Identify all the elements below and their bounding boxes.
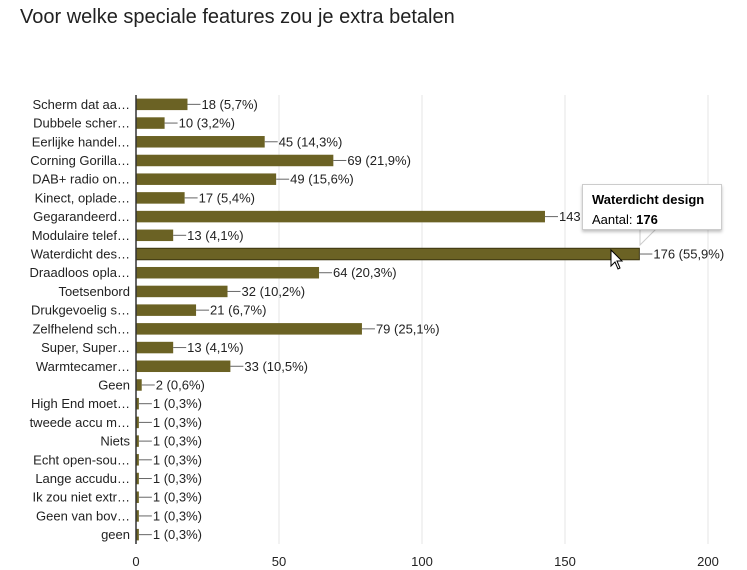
x-tick-label: 150	[554, 554, 576, 569]
data-label: 1 (0,3%)	[153, 434, 202, 449]
data-label: 64 (20,3%)	[333, 265, 397, 280]
data-label: 176 (55,9%)	[653, 247, 724, 262]
x-tick-label: 100	[411, 554, 433, 569]
bar	[136, 510, 139, 522]
data-label: 18 (5,7%)	[201, 97, 257, 112]
category-label: Toetsenbord	[58, 284, 130, 299]
category-label: Super, Super…	[41, 340, 130, 355]
data-label: 33 (10,5%)	[244, 359, 308, 374]
category-label: Modulaire telef…	[32, 228, 130, 243]
data-label: 45 (14,3%)	[279, 134, 343, 149]
data-label: 79 (25,1%)	[376, 321, 440, 336]
bar	[136, 435, 139, 447]
bar	[136, 397, 139, 410]
bar	[136, 491, 139, 503]
tooltip-count-value: 176	[636, 212, 658, 227]
chart-title: Voor welke speciale features zou je extr…	[20, 6, 455, 28]
category-label: Lange accudu…	[35, 471, 130, 486]
data-label: 1 (0,3%)	[153, 415, 202, 430]
bar	[136, 379, 142, 391]
data-label: 1 (0,3%)	[153, 490, 202, 505]
data-label: 1 (0,3%)	[153, 396, 202, 411]
data-label: 1 (0,3%)	[153, 527, 202, 542]
bar	[136, 323, 362, 335]
category-label: geen	[101, 527, 130, 542]
category-label: tweede accu m…	[30, 415, 130, 430]
bar	[136, 416, 139, 429]
bar	[136, 154, 334, 167]
category-label: Drukgevoelig s…	[31, 303, 130, 318]
data-label: 21 (6,7%)	[210, 303, 266, 318]
tooltip-title: Waterdicht design	[592, 192, 705, 207]
tooltip-count-label: Aantal:	[592, 212, 633, 227]
tooltip-count-line: Aantal: 176	[592, 212, 721, 227]
bar	[136, 341, 174, 354]
category-label: Kinect, oplade…	[35, 190, 130, 205]
data-label: 143	[559, 209, 581, 224]
data-label: 32 (10,2%)	[242, 284, 306, 299]
bar	[136, 98, 188, 111]
data-label: 1 (0,3%)	[153, 471, 202, 486]
bar	[136, 229, 174, 242]
x-tick-label: 50	[272, 554, 286, 569]
data-label: 2 (0,6%)	[156, 377, 205, 392]
category-label: Draadloos opla…	[30, 265, 130, 280]
category-label: Geen	[98, 377, 130, 392]
x-tick-label: 200	[697, 554, 719, 569]
category-label: Niets	[100, 434, 130, 449]
data-label: 10 (3,2%)	[179, 116, 235, 131]
bar	[136, 472, 139, 485]
bar	[136, 285, 228, 298]
category-label: Eerlijke handel…	[32, 134, 130, 149]
category-label: Waterdicht des…	[31, 247, 130, 262]
bar	[136, 117, 165, 129]
category-label: Geen van bov…	[36, 508, 130, 523]
bar	[136, 304, 197, 316]
category-label: Scherm dat aa…	[32, 97, 130, 112]
bar	[136, 136, 265, 148]
tooltip-pointer	[639, 228, 658, 247]
bar	[136, 266, 320, 279]
bar	[135, 247, 640, 261]
category-label: Echt open-sou…	[33, 452, 130, 467]
chart-tooltip: Waterdicht design Aantal: 176	[582, 184, 722, 230]
data-label: 1 (0,3%)	[153, 452, 202, 467]
bar	[136, 528, 139, 541]
category-label: DAB+ radio on…	[32, 172, 130, 187]
mouse-cursor-icon	[610, 248, 624, 270]
bar	[136, 454, 139, 466]
category-label: Zelfhelend sch…	[32, 321, 130, 336]
category-label: Ik zou niet extr…	[32, 490, 130, 505]
bar	[136, 360, 231, 373]
category-label: High End moet…	[31, 396, 130, 411]
category-label: Corning Gorilla…	[30, 153, 130, 168]
data-label: 13 (4,1%)	[187, 228, 243, 243]
bar	[136, 173, 277, 185]
category-label: Dubbele scher…	[33, 116, 130, 131]
data-label: 13 (4,1%)	[187, 340, 243, 355]
bar	[136, 192, 185, 204]
category-label: Warmtecamer…	[36, 359, 130, 374]
bar	[136, 210, 545, 223]
x-tick-label: 0	[132, 554, 139, 569]
data-label: 69 (21,9%)	[347, 153, 411, 168]
data-label: 49 (15,6%)	[290, 172, 354, 187]
category-label: Gegarandeerd…	[33, 209, 130, 224]
data-label: 1 (0,3%)	[153, 508, 202, 523]
data-label: 17 (5,4%)	[199, 190, 255, 205]
